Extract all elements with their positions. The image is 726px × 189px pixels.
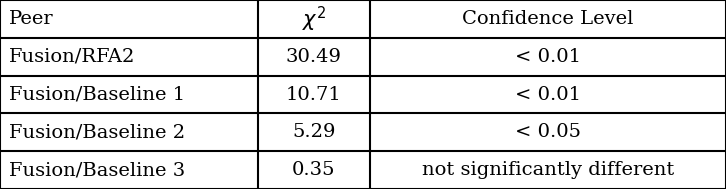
Text: $\chi^2$: $\chi^2$ xyxy=(302,4,326,33)
Text: 5.29: 5.29 xyxy=(293,123,335,141)
Text: < 0.01: < 0.01 xyxy=(515,48,581,66)
Text: Fusion/Baseline 1: Fusion/Baseline 1 xyxy=(9,85,185,104)
Text: < 0.01: < 0.01 xyxy=(515,85,581,104)
Text: 10.71: 10.71 xyxy=(286,85,342,104)
Text: Fusion/Baseline 2: Fusion/Baseline 2 xyxy=(9,123,185,141)
Text: 0.35: 0.35 xyxy=(293,161,335,179)
Text: Confidence Level: Confidence Level xyxy=(462,10,634,28)
Text: Peer: Peer xyxy=(9,10,53,28)
Text: Fusion/Baseline 3: Fusion/Baseline 3 xyxy=(9,161,185,179)
Text: not significantly different: not significantly different xyxy=(422,161,674,179)
Text: 30.49: 30.49 xyxy=(286,48,342,66)
Text: < 0.05: < 0.05 xyxy=(515,123,581,141)
Text: Fusion/RFA2: Fusion/RFA2 xyxy=(9,48,135,66)
